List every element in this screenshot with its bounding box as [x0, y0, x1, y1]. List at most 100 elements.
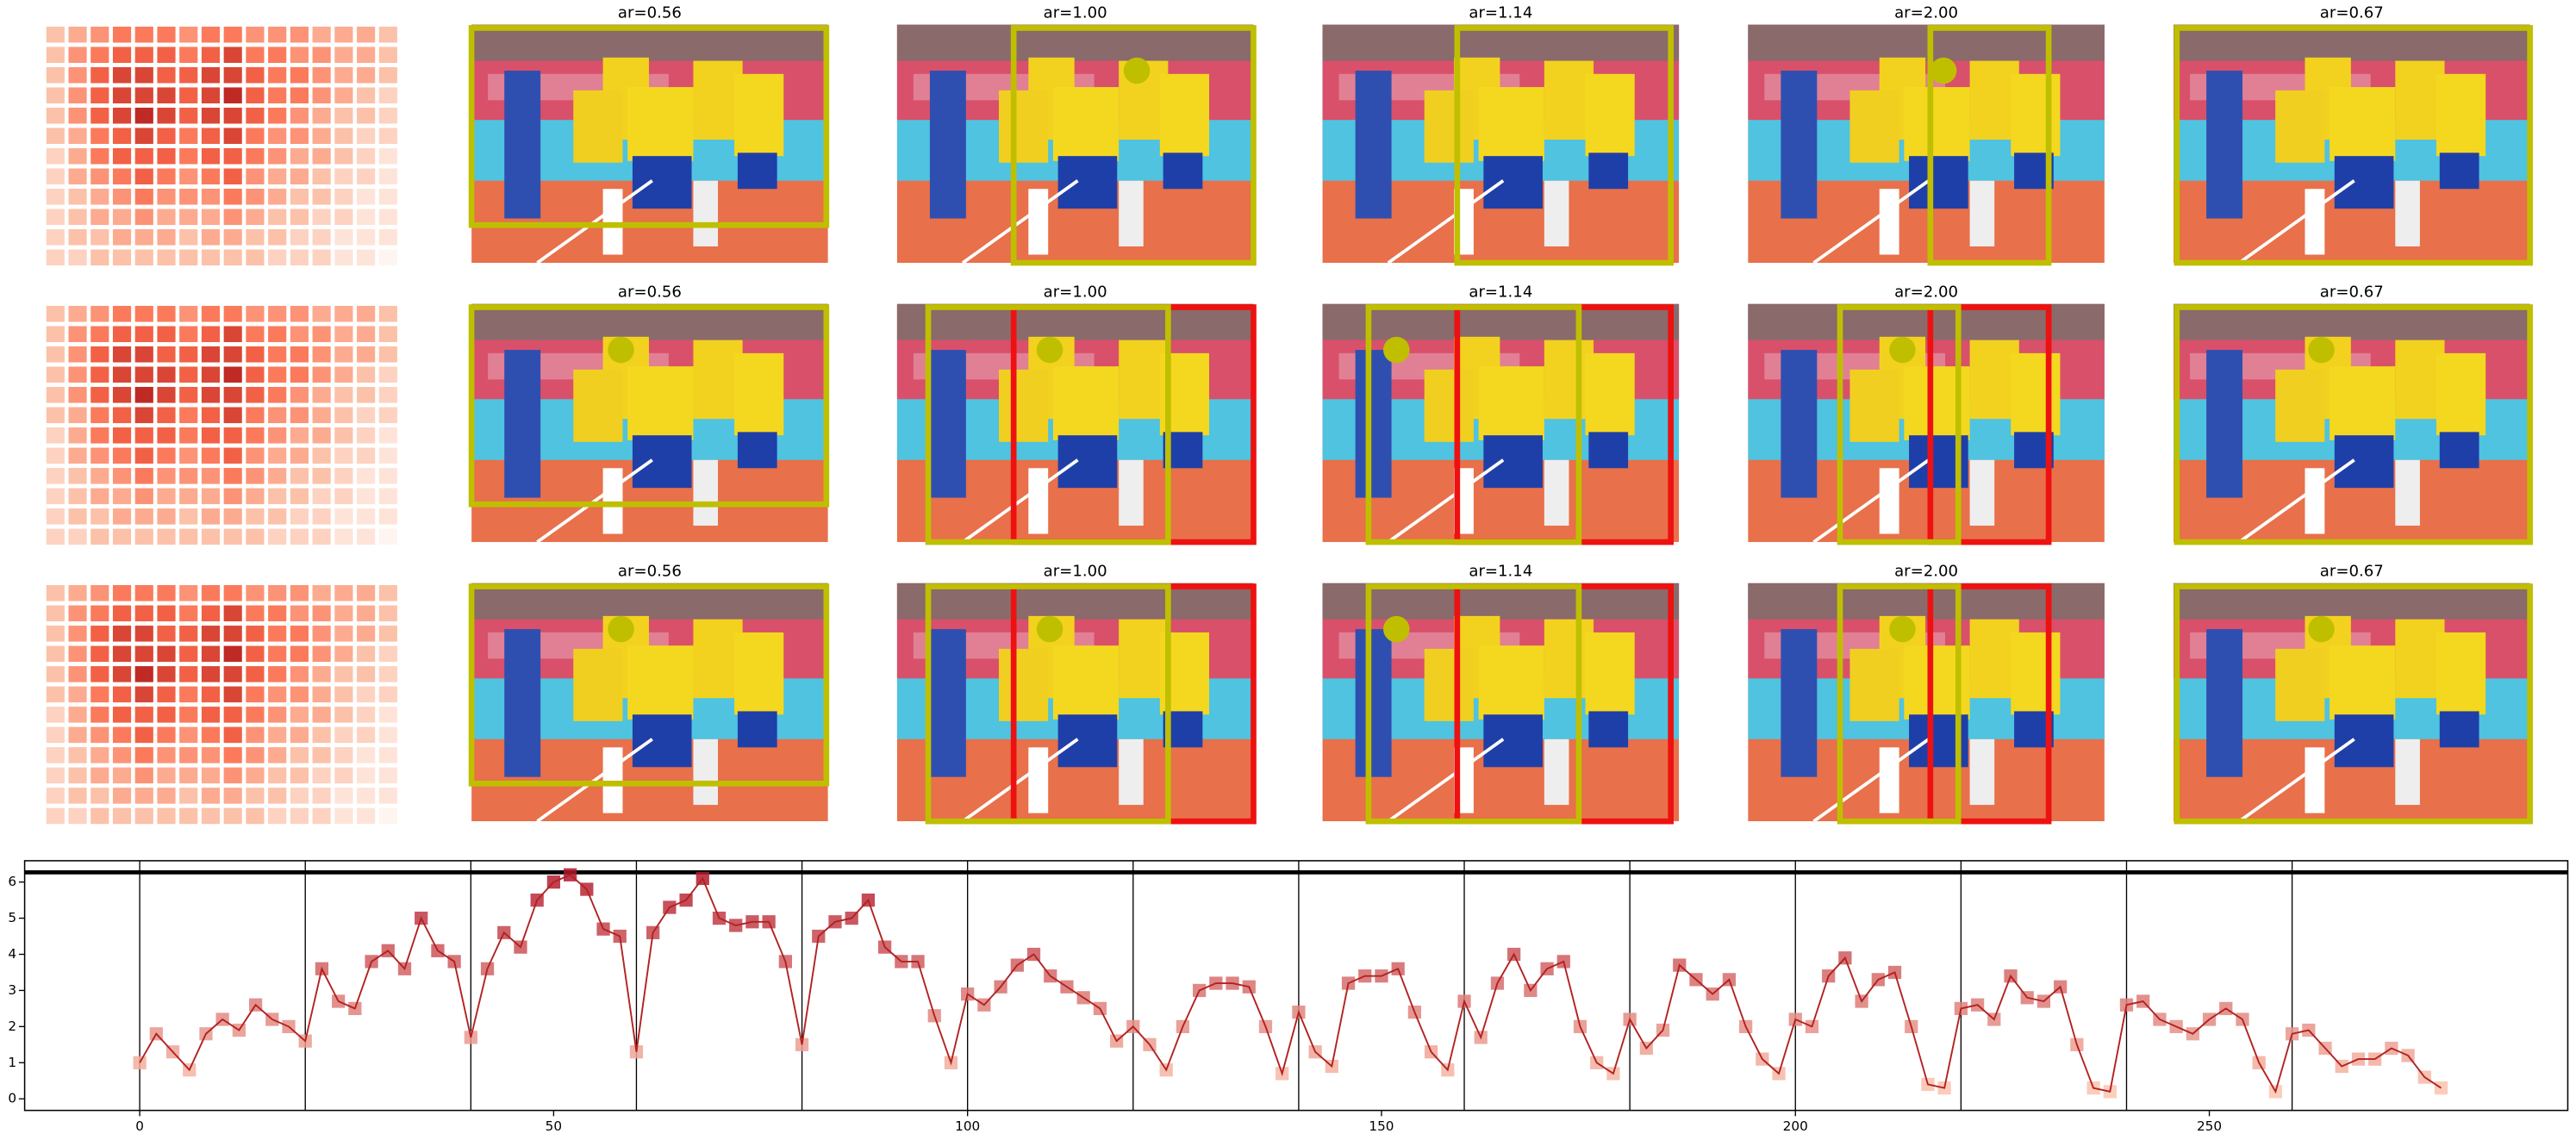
heatmap-cell	[90, 585, 109, 601]
photo	[2173, 24, 2530, 264]
heatmap-cell	[90, 346, 109, 363]
heatmap-cell	[378, 128, 397, 145]
heatmap-cell	[46, 488, 65, 505]
heatmap-cell	[334, 447, 353, 464]
heatmap-cell	[90, 66, 109, 84]
anchor-point	[1383, 336, 1410, 364]
heatmap-cell	[179, 87, 198, 103]
anchor-point	[1036, 336, 1063, 364]
heatmap-cell	[312, 747, 331, 763]
heatmap-cell	[201, 66, 221, 84]
heatmap-cell	[290, 87, 309, 103]
heatmap-cell	[134, 188, 153, 205]
bounding-box	[468, 583, 830, 787]
heatmap-cell	[290, 807, 309, 825]
panel-title: ar=0.67	[2320, 283, 2384, 301]
heatmap-cell	[268, 128, 287, 145]
heatmap-cell	[246, 168, 265, 185]
heatmap-cell	[46, 66, 65, 84]
heatmap-cell	[223, 128, 242, 145]
panel-title: ar=0.67	[2320, 3, 2384, 22]
heatmap-cell	[334, 427, 353, 444]
heatmap-cell	[268, 468, 287, 484]
y-tick-label: 1	[8, 1055, 16, 1070]
heatmap-cell	[268, 229, 287, 246]
heatmap-cell	[312, 585, 331, 601]
heatmap-cell	[134, 468, 153, 484]
heatmap-cell	[223, 346, 242, 363]
heatmap-cell	[179, 447, 198, 464]
anchor-point	[608, 336, 634, 364]
heatmap-cell	[378, 346, 397, 363]
heatmap-cell	[334, 147, 353, 165]
heatmap-cell	[157, 326, 176, 343]
heatmap-cell	[90, 209, 109, 226]
heatmap-cell	[157, 47, 176, 63]
heatmap-cell	[290, 726, 309, 744]
heatmap-cell	[68, 249, 87, 266]
heatmap-cell	[112, 585, 132, 601]
heatmap-cell	[112, 747, 132, 763]
heatmap-cell	[157, 209, 176, 226]
heatmap-cell	[68, 427, 87, 444]
heatmap-cell	[157, 585, 176, 601]
x-tick-label: 150	[1369, 1118, 1394, 1134]
heatmap-cell	[378, 229, 397, 246]
heatmap-cell	[157, 147, 176, 165]
heatmap-cell	[46, 168, 65, 185]
heatmap-cell	[378, 87, 397, 103]
heatmap-cell	[134, 209, 153, 226]
heatmap-cell	[134, 87, 153, 103]
bounding-box	[1837, 583, 1962, 825]
heatmap-cell	[357, 767, 376, 784]
heatmap-cell	[46, 468, 65, 484]
heatmap-cell	[290, 508, 309, 525]
heatmap-cell	[357, 47, 376, 63]
heatmap-cell	[112, 407, 132, 424]
heatmap-cell	[312, 605, 331, 622]
heatmap-cell	[290, 366, 309, 383]
heatmap-cell	[112, 788, 132, 804]
heatmap-cell	[46, 188, 65, 205]
heatmap-cell	[46, 128, 65, 145]
heatmap-cell	[378, 249, 397, 266]
panel-title: ar=1.14	[1469, 562, 1532, 580]
heatmap-cell	[90, 645, 109, 663]
photo	[1322, 303, 1680, 543]
heatmap-cell	[134, 626, 153, 642]
heatmap-cell	[90, 387, 109, 403]
heatmap-cell	[223, 788, 242, 804]
heatmap-cell	[268, 107, 287, 124]
x-tick-label: 200	[1783, 1118, 1808, 1134]
heatmap-cell	[246, 585, 265, 601]
heatmap-cell	[90, 468, 109, 484]
heatmap-cell	[290, 528, 309, 545]
heatmap-cell	[157, 528, 176, 545]
bounding-box	[2174, 25, 2533, 266]
heatmap-cell	[134, 666, 153, 682]
heatmap-cell	[134, 147, 153, 165]
photo	[896, 24, 1254, 264]
heatmap-cell	[268, 407, 287, 424]
heatmap-cell	[312, 488, 331, 505]
heatmap-cell	[134, 645, 153, 663]
heatmap-cell	[134, 767, 153, 784]
heatmap-cell	[90, 686, 109, 703]
heatmap-cell	[312, 468, 331, 484]
heatmap-cell	[357, 807, 376, 825]
heatmap-cell	[357, 147, 376, 165]
heatmap-cell	[312, 407, 331, 424]
heatmap-cell	[179, 645, 198, 663]
heatmap-cell	[312, 107, 331, 124]
heatmap-cell	[312, 326, 331, 343]
heatmap-cell	[268, 47, 287, 63]
heatmap-cell	[112, 366, 132, 383]
heatmap-cell	[223, 249, 242, 266]
heatmap-cell	[179, 747, 198, 763]
heatmap-cell	[134, 447, 153, 464]
heatmap-cell	[179, 788, 198, 804]
heatmap-cell	[112, 427, 132, 444]
heatmap-cell	[334, 366, 353, 383]
heatmap-cell	[223, 168, 242, 185]
heatmap-cell	[68, 605, 87, 622]
